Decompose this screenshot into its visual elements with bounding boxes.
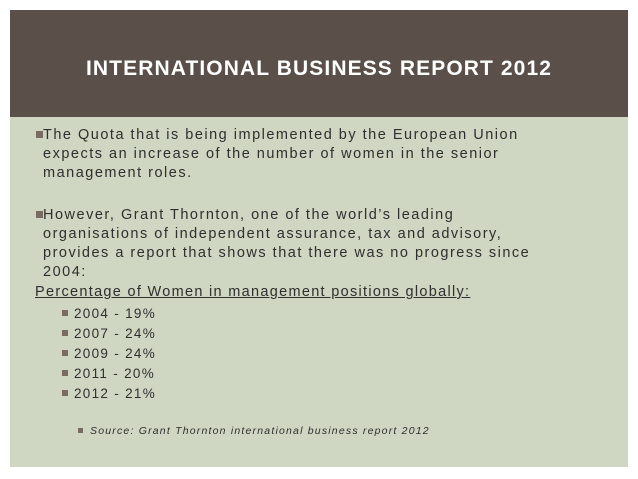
bullet-2-line-4: 2004: <box>43 264 87 280</box>
stat-2012: 2012 - 21% <box>74 386 157 401</box>
square-bullet-icon <box>62 370 68 376</box>
square-bullet-icon <box>62 310 68 316</box>
bullet-1-line-3: management roles. <box>43 165 193 181</box>
content-area <box>10 117 628 467</box>
stat-2007: 2007 - 24% <box>74 326 157 341</box>
square-bullet-icon <box>36 131 43 138</box>
bullet-2-line-3: provides a report that shows that there … <box>43 245 531 261</box>
square-bullet-icon <box>78 428 83 433</box>
square-bullet-icon <box>62 390 68 396</box>
square-bullet-icon <box>62 350 68 356</box>
slide-title: INTERNATIONAL BUSINESS REPORT 2012 <box>85 57 553 80</box>
stats-heading: Percentage of Women in management positi… <box>35 284 471 300</box>
stat-2011: 2011 - 20% <box>74 366 156 381</box>
bullet-2-line-1: However, Grant Thornton, one of the worl… <box>43 207 455 223</box>
square-bullet-icon <box>62 330 68 336</box>
bullet-2-line-2: organisations of independent assurance, … <box>43 226 503 242</box>
bullet-1-line-2: expects an increase of the number of wom… <box>43 146 500 162</box>
square-bullet-icon <box>36 211 43 218</box>
title-bar: INTERNATIONAL BUSINESS REPORT 2012 <box>10 10 628 117</box>
source-note: Source: Grant Thornton international bus… <box>90 425 430 437</box>
bullet-1-line-1: The Quota that is being implemented by t… <box>43 127 519 143</box>
stat-2004: 2004 - 19% <box>74 306 157 321</box>
stat-2009: 2009 - 24% <box>74 346 157 361</box>
